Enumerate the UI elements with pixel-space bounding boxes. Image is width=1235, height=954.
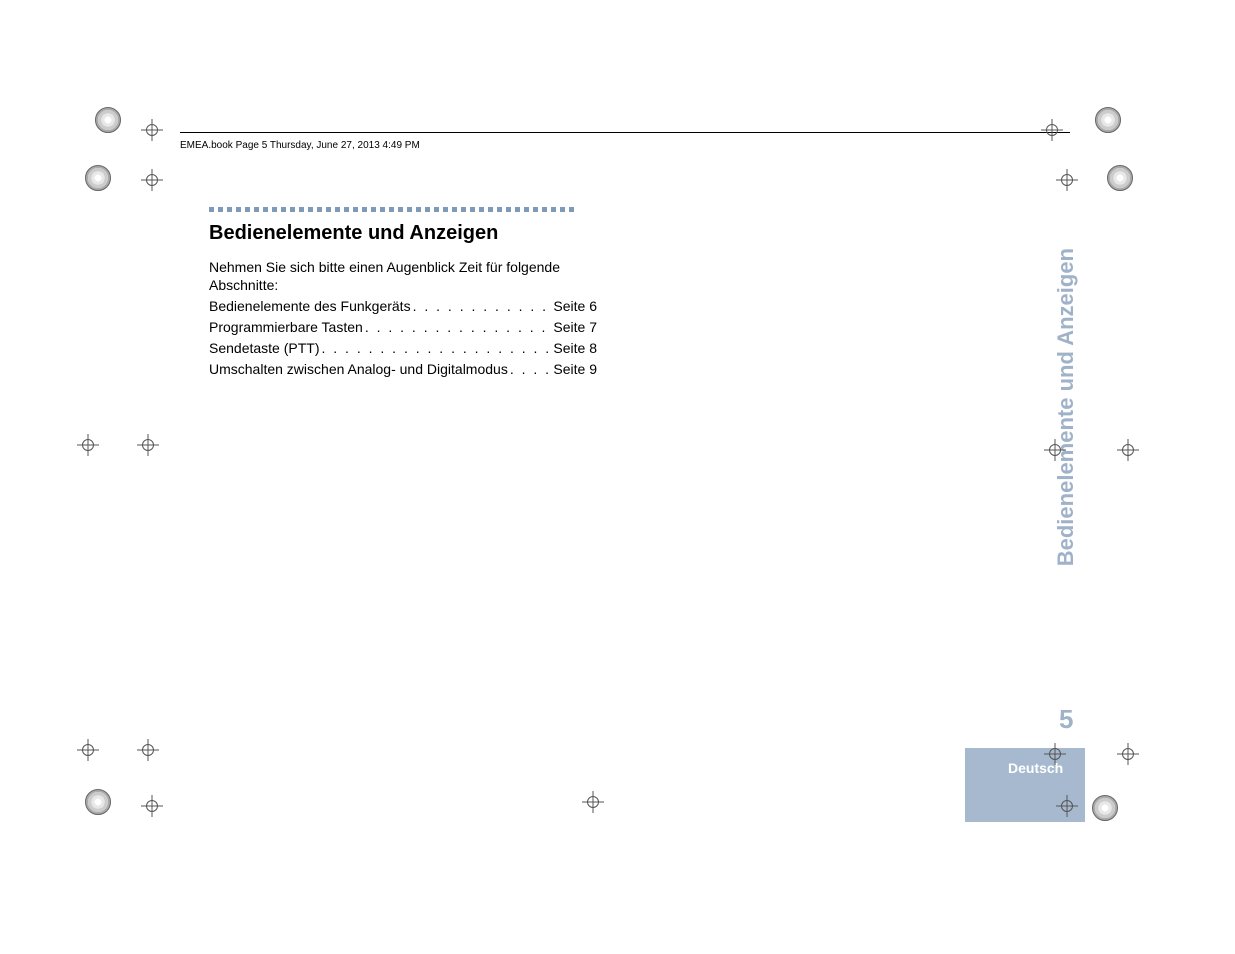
registration-crosshair-icon: [141, 119, 163, 141]
registration-crosshair-icon: [137, 434, 159, 456]
toc-row: Umschalten zwischen Analog- und Digitalm…: [209, 361, 597, 377]
header-meta-text: EMEA.book Page 5 Thursday, June 27, 2013…: [180, 140, 420, 151]
toc-page: Seite 6: [553, 298, 597, 314]
registration-orb-icon: [1095, 107, 1121, 133]
toc-leader-dots: [411, 298, 554, 314]
registration-crosshair-icon: [1117, 743, 1139, 765]
registration-orb-icon: [85, 165, 111, 191]
toc-leader-dots: [320, 340, 554, 356]
toc-page: Seite 7: [553, 319, 597, 335]
table-of-contents: Bedienelemente des Funkgeräts Seite 6 Prog…: [209, 298, 597, 382]
language-label: Deutsch: [1008, 760, 1063, 776]
toc-label: Sendetaste (PTT): [209, 340, 320, 356]
page-title: Bedienelemente und Anzeigen: [209, 222, 498, 245]
registration-crosshair-icon: [141, 169, 163, 191]
registration-orb-icon: [85, 789, 111, 815]
toc-leader-dots: [363, 319, 554, 335]
registration-orb-icon: [95, 107, 121, 133]
toc-label: Bedienelemente des Funkgeräts: [209, 298, 411, 314]
toc-row: Programmierbare Tasten Seite 7: [209, 319, 597, 335]
toc-leader-dots: [508, 361, 554, 377]
registration-crosshair-icon: [1041, 119, 1063, 141]
registration-orb-icon: [1092, 795, 1118, 821]
toc-label: Programmierbare Tasten: [209, 319, 363, 335]
toc-row: Sendetaste (PTT) Seite 8: [209, 340, 597, 356]
registration-orb-icon: [1107, 165, 1133, 191]
toc-page: Seite 9: [553, 361, 597, 377]
registration-crosshair-icon: [141, 795, 163, 817]
registration-crosshair-icon: [1117, 439, 1139, 461]
side-section-title: Bedienelemente und Anzeigen: [1053, 248, 1079, 566]
registration-crosshair-icon: [1056, 169, 1078, 191]
toc-page: Seite 8: [553, 340, 597, 356]
registration-crosshair-icon: [77, 434, 99, 456]
page-number: 5: [1059, 704, 1073, 735]
registration-crosshair-icon: [137, 739, 159, 761]
registration-crosshair-icon: [77, 739, 99, 761]
toc-row: Bedienelemente des Funkgeräts Seite 6: [209, 298, 597, 314]
registration-crosshair-icon: [582, 791, 604, 813]
section-divider-dashes: [209, 207, 574, 212]
toc-label: Umschalten zwischen Analog- und Digitalm…: [209, 361, 508, 377]
header-rule: [180, 132, 1070, 133]
intro-paragraph: Nehmen Sie sich bitte einen Augenblick Z…: [209, 258, 609, 294]
